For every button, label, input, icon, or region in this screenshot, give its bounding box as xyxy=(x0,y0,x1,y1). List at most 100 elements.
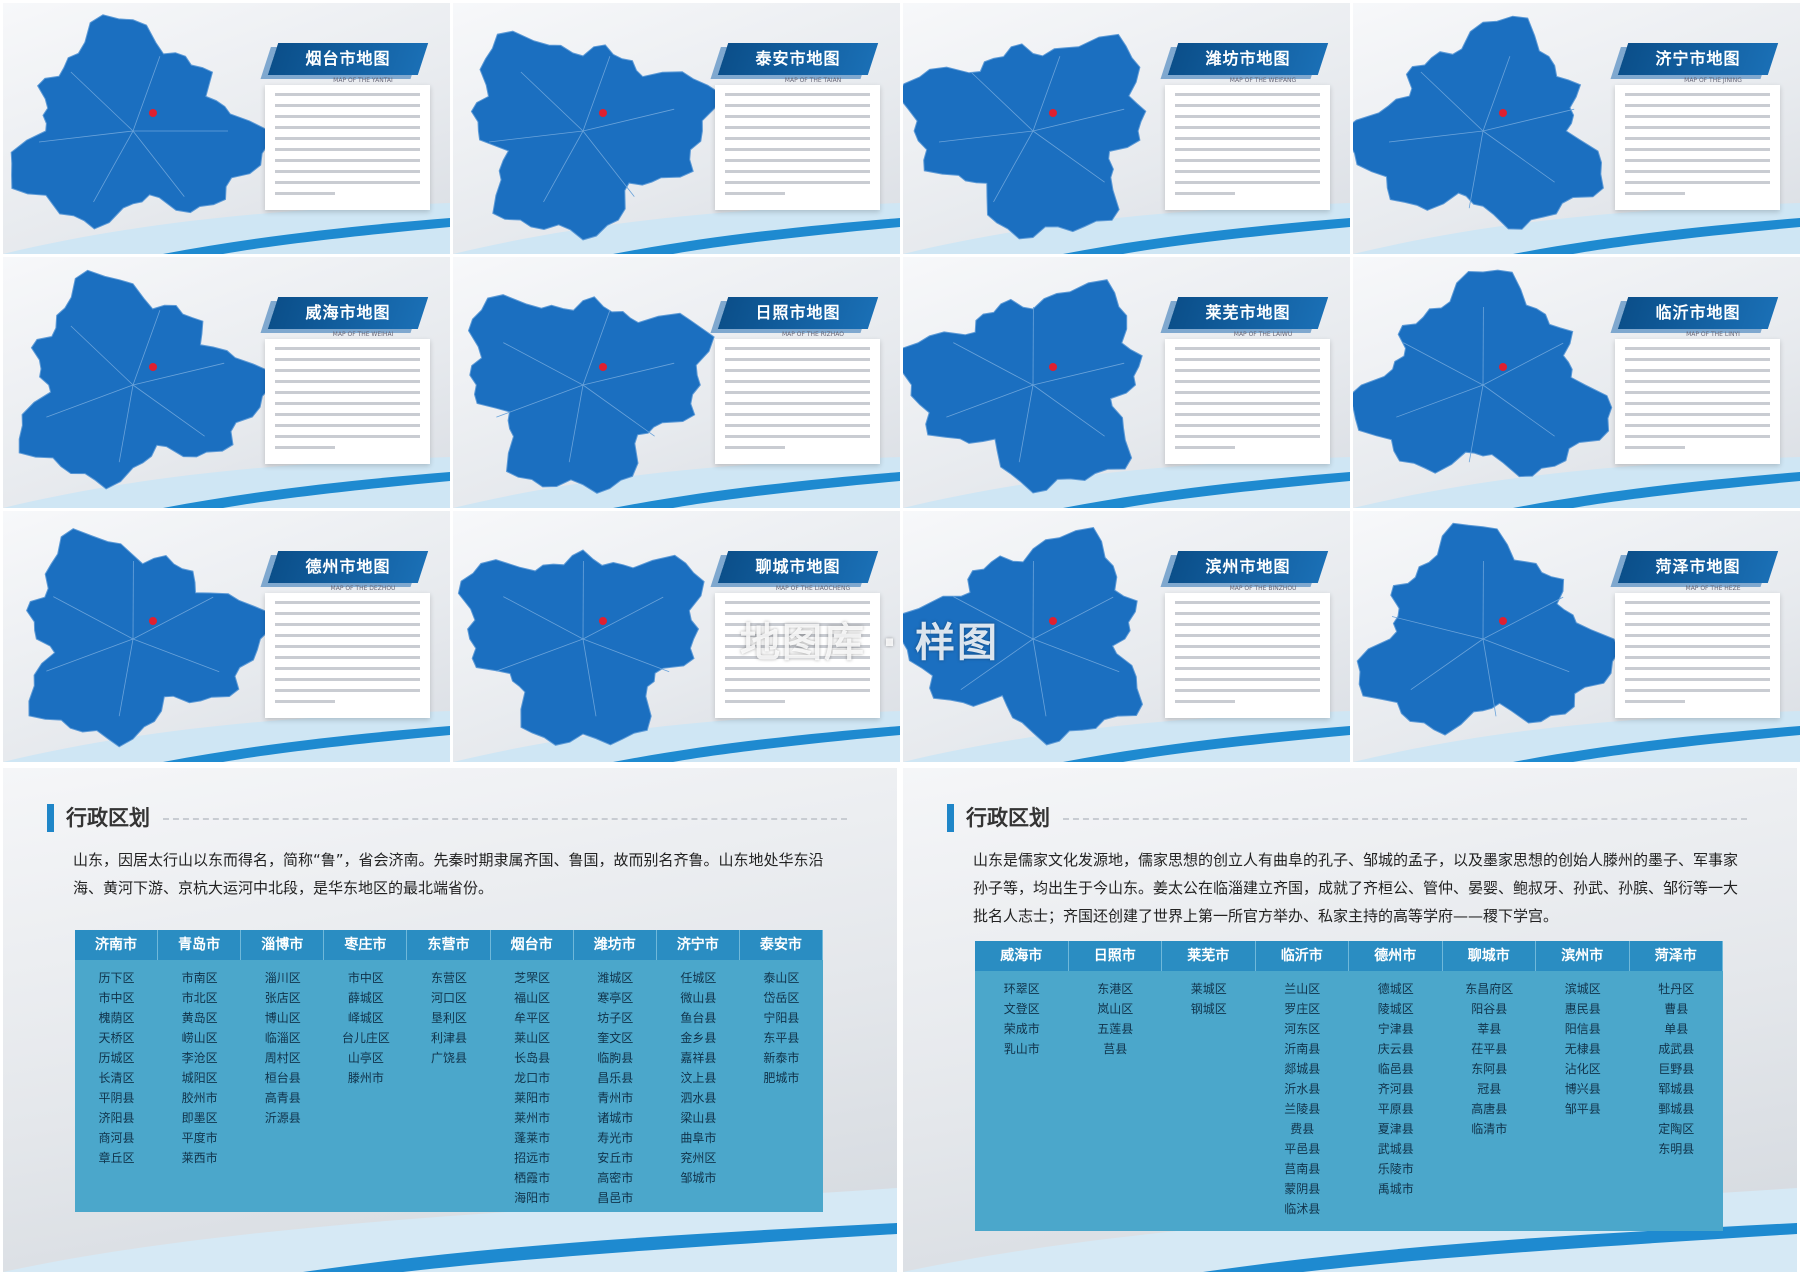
map-border xyxy=(1032,638,1120,673)
district-name: 周村区 xyxy=(264,1051,301,1065)
slide-art xyxy=(1353,269,1800,508)
map-border xyxy=(93,130,134,203)
district-name: 无棣县 xyxy=(1564,1042,1601,1056)
swoosh xyxy=(1513,218,1800,254)
slide-art xyxy=(903,526,1350,762)
slide-title: 菏泽市地图 xyxy=(1655,557,1741,576)
text-line xyxy=(1175,159,1320,162)
district-name: 泰山区 xyxy=(763,971,800,985)
swoosh xyxy=(453,711,900,762)
text-line xyxy=(1175,413,1320,416)
slide-art xyxy=(903,279,1350,508)
capital-marker xyxy=(599,617,607,625)
swoosh xyxy=(163,726,450,762)
text-line xyxy=(1625,347,1770,350)
slide-subtitle: MAP OF THE RIZHAO xyxy=(781,331,845,338)
district-name: 济阳县 xyxy=(98,1111,135,1125)
map-border xyxy=(1482,56,1511,132)
district-name: 郯城县 xyxy=(1284,1062,1321,1076)
text-line xyxy=(1175,689,1320,692)
text-card xyxy=(265,339,430,464)
map-border xyxy=(582,130,635,197)
swoosh xyxy=(1353,457,1800,508)
text-line xyxy=(1625,656,1770,659)
text-line xyxy=(1175,380,1320,383)
district-table: 济南市 青岛市 淄博市 枣庄市 东营市 烟台市 潍坊市 济宁市 泰安市 历下区 市中区 槐荫区 天桥区历… xyxy=(75,930,823,1212)
capital-marker xyxy=(149,109,157,117)
swoosh xyxy=(3,711,450,762)
district-table: 威海市 日照市 莱芜市 临沂市 德州市 聊城市 滨州市 菏泽市 环翠区 文登区 荣成市 乳山市 东港区岚… xyxy=(975,941,1723,1231)
district-name: 肥城市 xyxy=(763,1071,800,1085)
table-column: 历下区 市中区 槐荫区 天桥区 历城区 长清区 平阴县 济阳县 商河县 章丘区 xyxy=(75,968,158,1208)
district-name: 陵城区 xyxy=(1377,1002,1414,1016)
text-line xyxy=(1175,137,1320,140)
district-name: 栖霞市 xyxy=(514,1171,551,1185)
map-border xyxy=(503,342,584,386)
text-line xyxy=(1625,700,1685,703)
table-header-cell: 青岛市 xyxy=(158,930,242,960)
text-line xyxy=(275,347,420,350)
map-border xyxy=(1482,384,1555,437)
map-border xyxy=(132,56,161,132)
district-name: 邹平县 xyxy=(1564,1102,1601,1116)
map-border xyxy=(946,384,1034,418)
text-line xyxy=(275,115,420,118)
district-name: 宁阳县 xyxy=(763,1011,800,1025)
map-border xyxy=(132,384,205,437)
swoosh xyxy=(163,218,450,254)
slide-art xyxy=(903,33,1350,254)
slide: 潍坊市地图 MAP OF THE WEIFANG xyxy=(903,3,1350,254)
district-name: 汶上县 xyxy=(680,1071,717,1085)
text-line xyxy=(1625,689,1770,692)
district-name: 莒南县 xyxy=(1284,1162,1321,1176)
text-line xyxy=(1175,358,1320,361)
slide-subtitle: MAP OF THE LINYI xyxy=(1686,331,1740,338)
map-border xyxy=(1018,384,1034,463)
text-line xyxy=(275,612,420,615)
district-name: 商河县 xyxy=(98,1131,135,1145)
district-name: 齐河县 xyxy=(1377,1082,1414,1096)
map-border xyxy=(1468,130,1484,209)
table-header-cell: 枣庄市 xyxy=(324,930,408,960)
map-border xyxy=(1410,638,1484,691)
slide-art xyxy=(3,269,450,508)
heading-rule xyxy=(163,818,847,820)
text-line xyxy=(275,170,420,173)
table-header-cell: 临沂市 xyxy=(1256,941,1349,971)
text-line xyxy=(1625,126,1770,129)
district-name: 淄川区 xyxy=(264,971,301,985)
table-header: 威海市 日照市 莱芜市 临沂市 德州市 聊城市 滨州市 菏泽市 xyxy=(975,941,1723,971)
district-name: 海阳市 xyxy=(514,1191,551,1205)
swoosh xyxy=(1063,472,1350,508)
text-line xyxy=(725,700,785,703)
map-border xyxy=(1403,342,1484,386)
text-line xyxy=(275,678,420,681)
slide-subtitle: MAP OF THE YANTAI xyxy=(333,77,393,84)
district-name: 天桥区 xyxy=(98,1031,135,1045)
map-region xyxy=(1356,522,1621,736)
section-paragraph: 山东是儒家文化发源地，儒家思想的创立人有曲阜的孔子、邹城的孟子，以及墨家思想的创… xyxy=(973,851,1739,925)
text-line xyxy=(1625,601,1770,604)
text-line xyxy=(1625,391,1770,394)
district-name: 平度市 xyxy=(181,1131,218,1145)
text-line xyxy=(1625,612,1770,615)
slide-title: 烟台市地图 xyxy=(305,49,391,68)
slide-title: 德州市地图 xyxy=(305,557,391,576)
slide-subtitle: MAP OF THE WEIHAI xyxy=(332,331,394,338)
district-name: 市南区 xyxy=(181,971,218,985)
swoosh xyxy=(163,472,450,508)
swoosh xyxy=(303,1223,897,1272)
district-name: 坊子区 xyxy=(597,1011,634,1025)
district-name: 芝罘区 xyxy=(514,971,551,985)
section-heading: 行政区划 xyxy=(47,804,150,832)
text-line xyxy=(1625,667,1770,670)
district-name: 市中区 xyxy=(347,971,384,985)
text-line xyxy=(1625,104,1770,107)
district-name: 莱山区 xyxy=(514,1031,551,1045)
swoosh xyxy=(453,457,900,508)
table-column: 芝罘区 福山区 牟平区 莱山区 长岛县 龙口市 莱阳市 莱州市 蓬莱市 招远市 栖霞市 海阳市 xyxy=(491,968,574,1208)
text-line xyxy=(1175,601,1320,604)
text-line xyxy=(725,192,785,195)
district-name: 文登区 xyxy=(1003,1002,1040,1016)
district-name: 槐荫区 xyxy=(98,1011,135,1025)
